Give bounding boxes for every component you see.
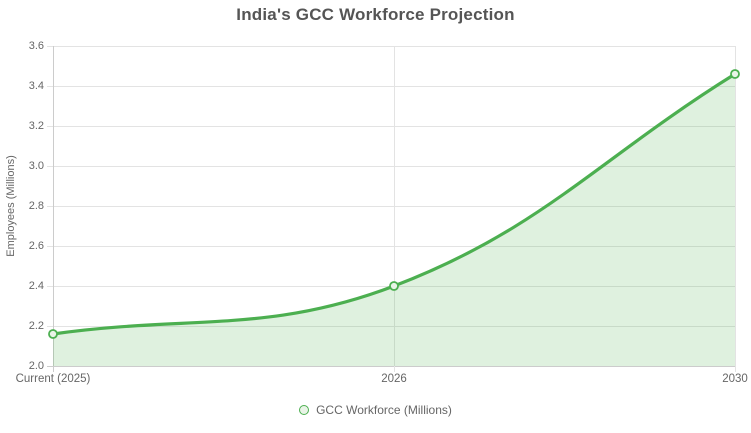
data-point-marker[interactable]: [48, 329, 58, 339]
x-tick-label: 2026: [381, 373, 407, 385]
legend-label: GCC Workforce (Millions): [316, 403, 452, 417]
data-point-marker[interactable]: [730, 69, 740, 79]
y-tick-label: 2.2: [28, 320, 44, 332]
y-tick-label: 3.6: [28, 40, 44, 52]
chart-title: India's GCC Workforce Projection: [236, 5, 515, 24]
data-point-marker[interactable]: [389, 281, 399, 291]
x-tick-label: Current (2025): [15, 373, 91, 385]
y-tick-label: 3.0: [28, 160, 44, 172]
y-tick-label: 2.0: [28, 360, 44, 372]
x-tick-label: 2030: [722, 373, 748, 385]
y-tick-label: 2.8: [28, 200, 44, 212]
y-tick-label: 2.6: [28, 240, 44, 252]
y-tick-label: 3.4: [28, 80, 44, 92]
area-fill: [53, 74, 735, 366]
y-tick-label: 3.2: [28, 120, 44, 132]
y-axis-tick-labels: 2.0 2.2 2.4 2.6 2.8 3.0 3.2 3.4 3.6: [0, 0, 44, 433]
legend: GCC Workforce (Millions): [0, 403, 751, 417]
y-tick-label: 2.4: [28, 280, 44, 292]
legend-item[interactable]: GCC Workforce (Millions): [299, 403, 452, 417]
legend-marker-circle: [299, 405, 310, 415]
